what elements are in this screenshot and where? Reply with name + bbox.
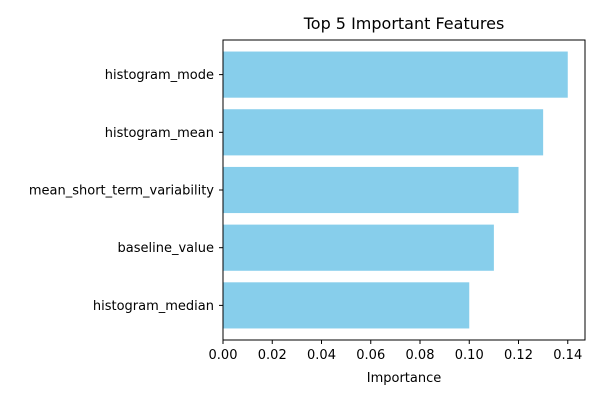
x-tick-label: 0.04 <box>307 348 336 363</box>
bar-histogram-mode <box>223 51 568 98</box>
chart-title: Top 5 Important Features <box>303 14 505 33</box>
y-tick-label: baseline_value <box>118 241 214 256</box>
x-tick-label: 0.02 <box>258 348 287 363</box>
x-tick-label: 0.12 <box>504 348 533 363</box>
x-tick-label: 0.06 <box>356 348 385 363</box>
y-tick-label: histogram_median <box>93 299 214 314</box>
bar-histogram-median <box>223 282 470 329</box>
bar-baseline-value <box>223 224 494 271</box>
x-tick-label: 0.08 <box>406 348 435 363</box>
y-tick-label: histogram_mean <box>105 126 214 141</box>
x-tick-label: 0.00 <box>209 348 238 363</box>
x-tick-label: 0.14 <box>553 348 582 363</box>
x-axis-ticks: 0.00 0.02 0.04 0.06 0.08 0.10 0.12 0.14 <box>209 340 582 363</box>
y-tick-label: histogram_mode <box>105 68 214 83</box>
x-tick-label: 0.10 <box>455 348 484 363</box>
bars-group <box>223 51 568 329</box>
bar-histogram-mean <box>223 109 544 156</box>
y-tick-label: mean_short_term_variability <box>29 184 214 199</box>
x-axis-label: Importance <box>367 371 442 386</box>
bar-mean-short-term-variability <box>223 166 519 214</box>
y-axis-ticks: histogram_mode histogram_mean mean_short_t… <box>29 68 223 314</box>
